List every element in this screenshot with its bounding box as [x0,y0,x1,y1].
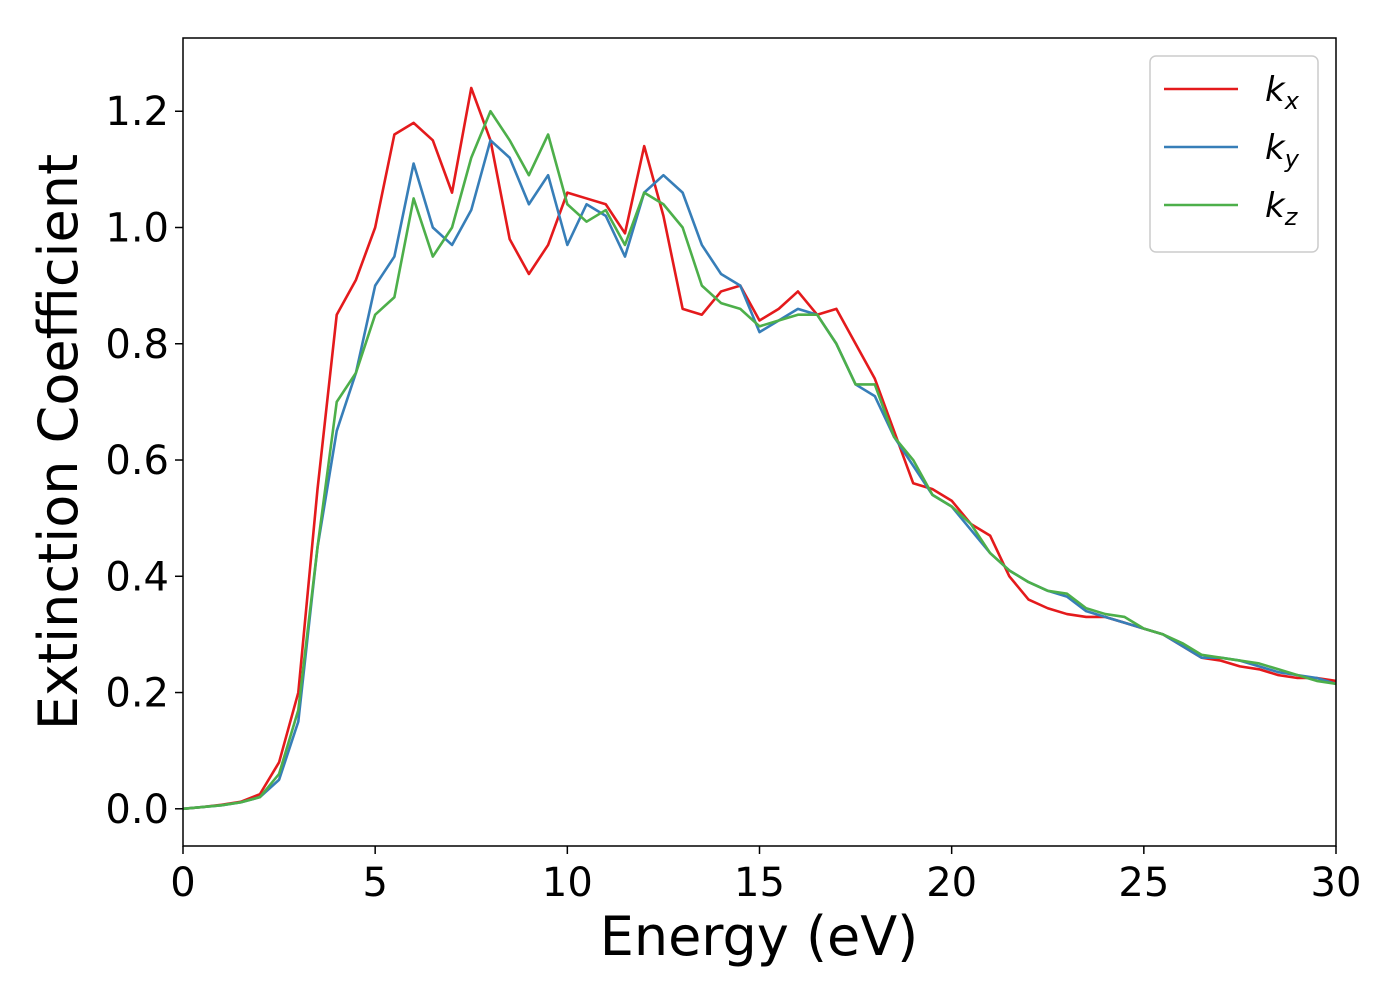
y-tick-label: 0.4 [105,554,169,600]
plot-frame [182,37,1337,847]
legend-box [1149,55,1319,253]
legend-label: kx [1265,70,1300,115]
y-tick-label: 1.0 [105,206,169,252]
y-tick-label: 0.0 [105,787,169,833]
x-tick-label: 0 [170,860,195,906]
x-tick-label: 15 [734,860,785,906]
x-tick-label: 30 [1311,860,1362,906]
x-tick-label: 20 [926,860,977,906]
x-axis-label: Energy (eV) [600,905,919,968]
x-tick-label: 5 [362,860,387,906]
y-tick-label: 1.2 [105,89,169,135]
y-axis-label: Extinction Coefficient [27,154,90,730]
x-tick-label: 25 [1118,860,1169,906]
x-tick-label: 10 [542,860,593,906]
series-line [182,109,1337,811]
y-tick-label: 0.8 [105,322,169,368]
legend-label: ky [1265,128,1300,173]
y-tick-label: 0.2 [105,671,169,717]
legend-label: kz [1265,186,1299,231]
y-tick-label: 0.6 [105,438,169,484]
